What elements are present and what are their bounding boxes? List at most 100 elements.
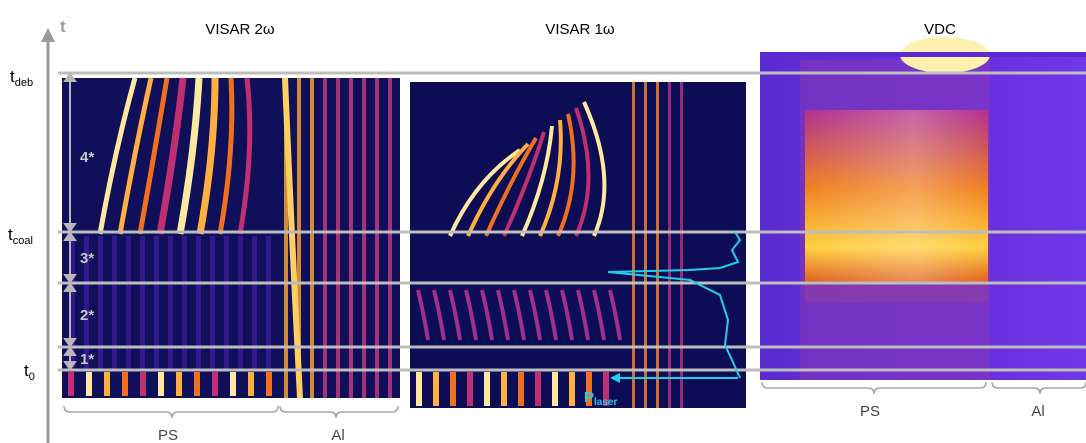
fringe: [388, 78, 392, 398]
fringe: [603, 372, 609, 406]
fringe: [680, 82, 683, 408]
fringe: [266, 372, 272, 396]
fringe: [544, 289, 558, 341]
laser-profile: [607, 231, 742, 379]
fringe: [480, 289, 494, 341]
fringe: [156, 77, 187, 235]
fringe: [140, 236, 145, 370]
fringe: [518, 372, 524, 406]
fringe: [310, 78, 314, 398]
fringe: [502, 131, 546, 237]
fringe: [569, 372, 575, 406]
fringe: [467, 372, 473, 406]
fringe: [484, 372, 490, 406]
fringe: [501, 372, 507, 406]
axis-arrow: [41, 28, 55, 42]
fringe: [656, 82, 659, 408]
phase-label: 4*: [80, 149, 94, 166]
fringe: [70, 236, 75, 370]
phase-arrow-head: [63, 231, 77, 241]
fringe: [644, 82, 647, 408]
fringe: [349, 78, 353, 398]
fringe: [86, 372, 92, 396]
fringe: [450, 372, 456, 406]
fringe: [484, 136, 538, 237]
fringe: [154, 236, 159, 370]
fringe: [668, 82, 671, 408]
time-lines: [58, 71, 1086, 372]
fringe: [574, 107, 591, 237]
fringe: [117, 77, 154, 235]
fringe: [432, 289, 446, 341]
fringe: [496, 289, 510, 341]
fringe: [176, 77, 203, 235]
phase-arrow-head: [63, 72, 77, 82]
panel-title: VISAR 2ω: [205, 21, 275, 38]
vdc-image: [760, 37, 1086, 380]
fringe: [212, 372, 218, 396]
fringe: [538, 119, 563, 237]
phase-arrow-head: [63, 223, 77, 233]
region-label: PS: [158, 427, 178, 443]
fringe: [284, 78, 288, 398]
region-label: Al: [1031, 403, 1044, 420]
fringe: [238, 236, 243, 370]
fringe: [552, 372, 558, 406]
visar-1w-image: [410, 82, 746, 408]
phase-arrow-head: [63, 346, 77, 356]
phase-label: 1*: [80, 351, 94, 368]
fringe: [592, 289, 606, 341]
fringe: [196, 77, 219, 235]
fringe: [210, 236, 215, 370]
fringe: [137, 77, 170, 235]
fringe: [224, 236, 229, 370]
fringe: [252, 236, 257, 370]
fringe: [448, 289, 462, 341]
fringe: [266, 236, 271, 370]
phase-arrow-head: [63, 361, 77, 371]
phase-arrow-head: [63, 274, 77, 284]
fringe: [97, 77, 138, 235]
fringe: [140, 372, 146, 396]
fringe: [98, 236, 103, 370]
region-label: PS: [860, 403, 880, 420]
laser-arrowhead: [610, 373, 620, 383]
fringe: [126, 236, 131, 370]
fringe: [464, 289, 478, 341]
fringe: [84, 236, 89, 370]
fringe: [112, 236, 117, 370]
fringe: [122, 372, 128, 396]
fringe: [196, 236, 201, 370]
fringe: [582, 101, 607, 237]
time-label: tcoal: [8, 225, 33, 247]
fringe: [336, 78, 340, 398]
phase-label: 3*: [80, 250, 94, 267]
fringe: [68, 372, 74, 396]
time-label: tdeb: [10, 67, 33, 89]
fringe: [528, 289, 542, 341]
phase-arrow-head: [63, 338, 77, 348]
fringe: [576, 289, 590, 341]
phase-label: 2*: [80, 307, 94, 324]
braces: [63, 381, 1086, 419]
phase-arrow-head: [63, 282, 77, 292]
laser-label: Plaser: [584, 389, 617, 408]
fringe: [512, 289, 526, 341]
fringe: [297, 78, 301, 398]
fringe: [362, 78, 366, 398]
fringe: [520, 125, 554, 237]
time-label: t0: [24, 361, 35, 383]
fringe: [556, 113, 576, 237]
panel-title: VISAR 1ω: [545, 21, 615, 38]
fringe: [375, 78, 379, 398]
fringe: [248, 372, 254, 396]
fringe: [632, 82, 635, 408]
fringe: [448, 148, 522, 237]
fringe: [194, 372, 200, 396]
fringe: [176, 372, 182, 396]
fringe: [433, 372, 439, 406]
axis-label: t: [60, 17, 66, 36]
fringe: [323, 78, 327, 398]
fringe: [230, 372, 236, 396]
